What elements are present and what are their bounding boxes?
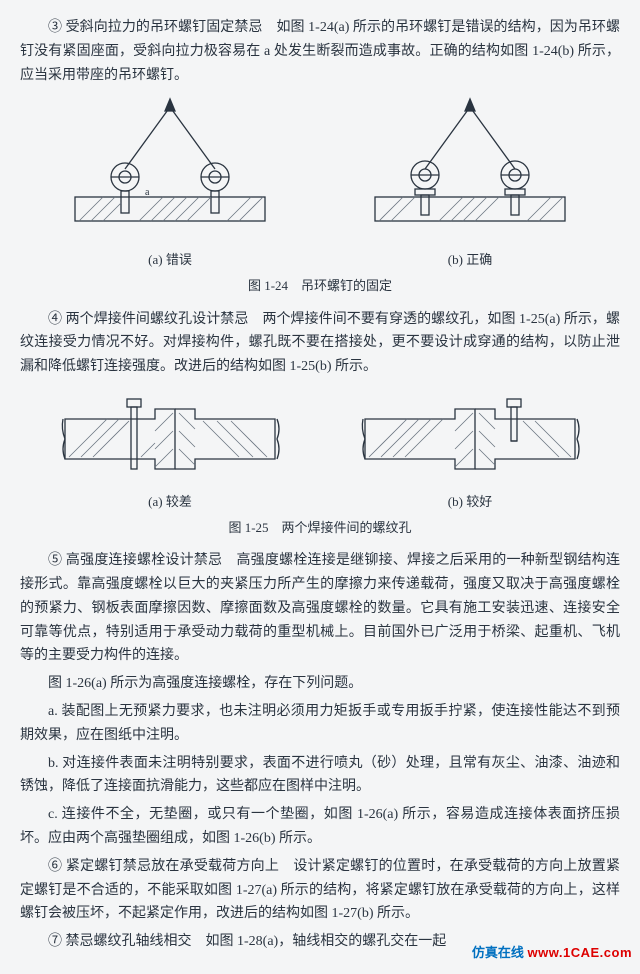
- para-3: ③ 受斜向拉力的吊环螺钉固定禁忌 如图 1-24(a) 所示的吊环螺钉是错误的结…: [20, 16, 620, 87]
- figure-1-25: (a) 较差: [20, 389, 620, 513]
- fig-1-25b-label: (b) 较好: [355, 491, 585, 513]
- watermark-cn: 仿真在线: [472, 945, 524, 960]
- figure-1-25a: (a) 较差: [55, 389, 285, 513]
- fig-1-25a-label: (a) 较差: [55, 491, 285, 513]
- figure-1-24: a (a) 错误: [20, 97, 620, 271]
- para-4: ④ 两个焊接件间螺纹孔设计禁忌 两个焊接件间不要有穿透的螺纹孔，如图 1-25(…: [20, 308, 620, 379]
- fig-1-24b-label: (b) 正确: [365, 249, 575, 271]
- fig-1-25-caption: 图 1-25 两个焊接件间的螺纹孔: [20, 517, 620, 539]
- figure-1-24a: a (a) 错误: [65, 97, 275, 271]
- figure-1-24b: (b) 正确: [365, 97, 575, 271]
- para-5c: a. 装配图上无预紧力要求，也未注明必须用力矩扳手或专用扳手拧紧，使连接性能达不…: [20, 700, 620, 748]
- fig-1-24a-label: (a) 错误: [65, 249, 275, 271]
- watermark-url: www.1CAE.com: [528, 945, 632, 960]
- fig-1-24-caption: 图 1-24 吊环螺钉的固定: [20, 275, 620, 297]
- figure-1-25b: (b) 较好: [355, 389, 585, 513]
- watermark: 仿真在线 www.1CAE.com: [472, 942, 632, 964]
- para-6: ⑥ 紧定螺钉禁忌放在承受载荷方向上 设计紧定螺钉的位置时，在承受载荷的方向上放置…: [20, 855, 620, 926]
- para-5b: 图 1-26(a) 所示为高强度连接螺栓，存在下列问题。: [20, 672, 620, 696]
- para-5e: c. 连接件不全，无垫圈，或只有一个垫圈，如图 1-26(a) 所示，容易造成连…: [20, 803, 620, 851]
- para-5a: ⑤ 高强度连接螺栓设计禁忌 高强度螺栓连接是继铆接、焊接之后采用的一种新型钢结构…: [20, 549, 620, 668]
- para-5d: b. 对连接件表面未注明特别要求，表面不进行喷丸（砂）处理，且常有灰尘、油漆、油…: [20, 752, 620, 800]
